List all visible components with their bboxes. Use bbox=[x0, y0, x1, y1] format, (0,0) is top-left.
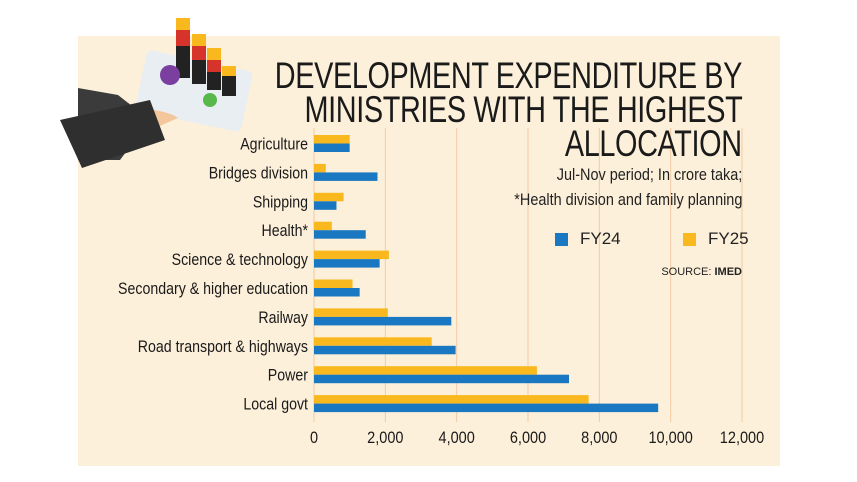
category-label: Health* bbox=[261, 222, 308, 240]
chart-title-line-2: MINISTRIES WITH THE HIGHEST bbox=[304, 89, 742, 130]
x-tick-label: 10,000 bbox=[648, 429, 693, 447]
category-label: Shipping bbox=[253, 193, 308, 211]
chart-title-line-1: DEVELOPMENT EXPENDITURE BY bbox=[274, 55, 743, 96]
bar-fy24 bbox=[314, 403, 659, 413]
bar-fy25 bbox=[314, 308, 388, 317]
bar-fy25 bbox=[314, 366, 537, 375]
category-label: Railway bbox=[258, 309, 308, 327]
y-axis-labels: Agriculture Bridges division Shipping Healt… bbox=[118, 136, 309, 414]
x-tick-label: 12,000 bbox=[720, 429, 765, 447]
category-label: Road transport & highways bbox=[138, 338, 309, 356]
x-tick-label: 0 bbox=[310, 429, 318, 447]
bar-fy25 bbox=[314, 163, 326, 173]
chart-title-line-3: ALLOCATION bbox=[565, 123, 742, 164]
x-axis-tick-labels: 0 2,000 4,000 6,000 8,000 10,000 12,000 bbox=[310, 429, 765, 447]
illustration-hand-tablet-icon bbox=[60, 18, 253, 168]
bar-fy24 bbox=[314, 316, 452, 326]
bar-fy24 bbox=[314, 201, 337, 210]
source-name: IMED bbox=[714, 266, 743, 278]
category-label: Secondary & higher education bbox=[118, 280, 308, 298]
bar-fy24 bbox=[314, 259, 380, 268]
bar-fy25 bbox=[314, 221, 332, 231]
bar-fy25 bbox=[314, 395, 589, 404]
x-tick-label: 8,000 bbox=[581, 429, 618, 447]
bar-fy24 bbox=[314, 172, 378, 181]
chart-subtitle-line-1: Jul-Nov period; In crore taka; bbox=[556, 165, 742, 184]
bar-fy24 bbox=[314, 288, 360, 297]
legend-label-fy24: FY24 bbox=[580, 229, 621, 248]
legend-item-fy24: FY24 bbox=[555, 229, 621, 249]
category-label: Agriculture bbox=[240, 136, 308, 154]
bar-fy25 bbox=[314, 337, 432, 346]
bar-fy25 bbox=[314, 250, 389, 260]
chart-subtitle-line-2: *Health division and family planning bbox=[513, 190, 742, 209]
bar-series bbox=[314, 135, 659, 413]
bar-fy25 bbox=[314, 192, 344, 202]
bar-fy25 bbox=[314, 279, 353, 288]
category-label: Bridges division bbox=[209, 164, 308, 182]
bar-fy24 bbox=[314, 345, 456, 355]
legend-label-fy25: FY25 bbox=[708, 229, 749, 248]
category-label: Local govt bbox=[243, 396, 308, 414]
bar-fy24 bbox=[314, 143, 350, 152]
bar-fy24 bbox=[314, 374, 570, 384]
legend-item-fy25: FY25 bbox=[683, 229, 749, 249]
x-tick-label: 2,000 bbox=[367, 429, 404, 447]
bar-fy24 bbox=[314, 230, 366, 239]
legend-swatch-fy24 bbox=[555, 232, 568, 246]
category-label: Power bbox=[268, 367, 308, 385]
x-tick-label: 4,000 bbox=[439, 429, 476, 447]
category-label: Science & technology bbox=[172, 251, 309, 269]
bar-fy25 bbox=[314, 135, 350, 144]
legend-swatch-fy25 bbox=[683, 232, 696, 246]
x-tick-label: 6,000 bbox=[510, 429, 547, 447]
source-note: SOURCE: IMED bbox=[661, 266, 742, 278]
source-label: SOURCE: bbox=[661, 266, 712, 278]
